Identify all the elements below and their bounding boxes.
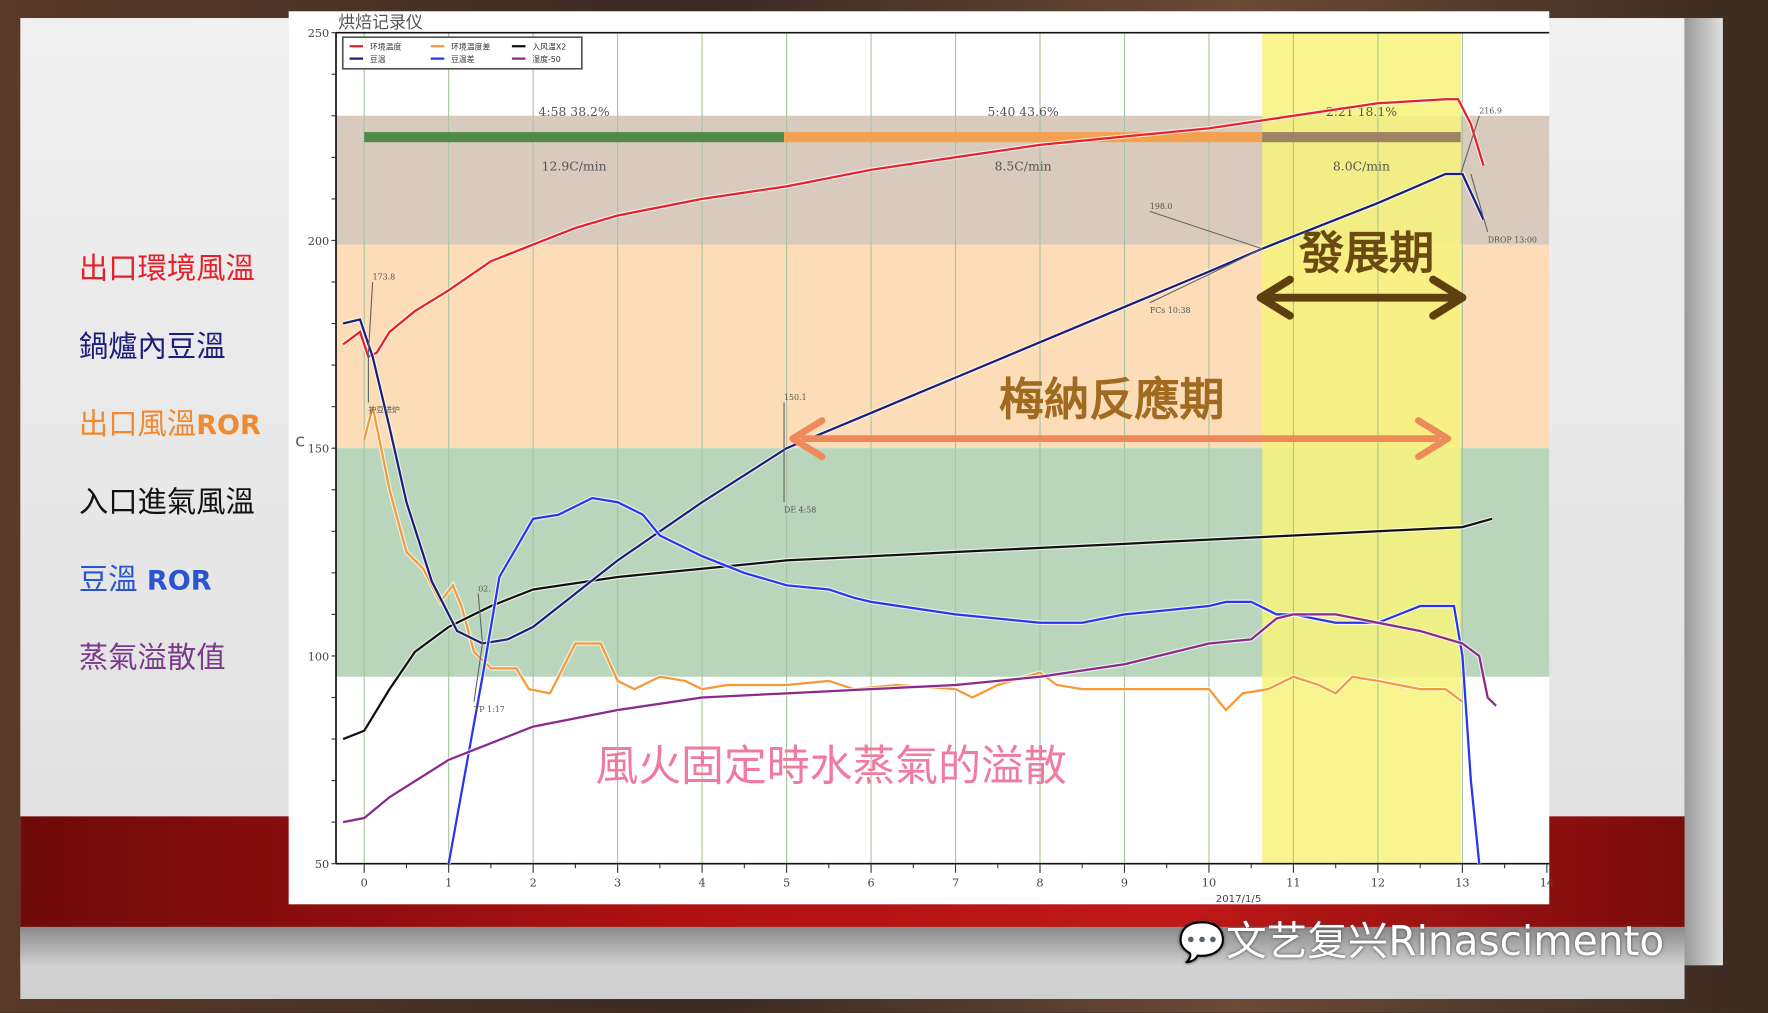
chart-title: 烘焙记录仪: [338, 12, 423, 32]
legend-entry: 环境温度差: [451, 42, 490, 52]
legend-box: [341, 36, 583, 70]
right-bar: [1684, 18, 1723, 966]
side-label-text: 出口風溫: [78, 408, 197, 442]
series-line-3: [342, 172, 1485, 645]
annotation-label: FCs 10:38: [1150, 306, 1191, 315]
annotation-label: 护豆进炉: [368, 405, 400, 415]
x-tick-label: 4: [699, 876, 706, 889]
x-tick-label: 0: [361, 876, 368, 889]
series-line-1: [363, 406, 1464, 712]
maillard-phase-label: 梅納反應期: [999, 374, 1225, 427]
x-tick-label: 3: [614, 876, 621, 889]
side-label-ror: ROR: [196, 409, 261, 441]
legend-entry: 入风温X2: [532, 43, 566, 52]
legend-entry: 湿度-50: [532, 54, 561, 64]
phase-label: 5:40 43.6%: [988, 104, 1059, 119]
y-tick-label: 200: [308, 235, 330, 248]
y-tick-label: 150: [308, 443, 330, 456]
annotation-label: 198.0: [1150, 202, 1173, 211]
series-line-0: [342, 98, 1485, 359]
development-arrow-head-left: [1256, 275, 1294, 320]
side-label: 入口進氣風溫: [79, 479, 255, 521]
legend-entry: 豆温差: [451, 54, 475, 64]
side-label: 出口風溫ROR: [79, 401, 261, 443]
annotation-leader: [367, 281, 374, 353]
annotation-leader: [1149, 210, 1263, 250]
side-label-text: 鍋爐內豆溫: [78, 330, 226, 365]
annotation-leader: [1149, 248, 1263, 304]
x-tick-label: 9: [1121, 876, 1128, 889]
steam-label: 風火固定時水蒸氣的溢散: [595, 740, 1067, 791]
grey-band: [20, 926, 1723, 966]
y-tick-label: 50: [315, 858, 329, 871]
series-line-2: [342, 517, 1493, 741]
x-tick-label: 1: [445, 876, 452, 889]
x-tick-label: 6: [867, 876, 874, 889]
annotation-leader: [473, 643, 484, 702]
phase-rate: 12.9C/min: [542, 158, 607, 173]
side-label-text: 豆溫: [78, 563, 147, 598]
y-axis-label: C: [295, 435, 304, 451]
phase-rate: 8.0C/min: [1333, 158, 1390, 173]
watermark: 💬文艺复兴Rinascimento: [1178, 909, 1664, 968]
phase-bar-segment: [1262, 132, 1461, 143]
wechat-icon: 💬: [1178, 920, 1227, 966]
annotation-label: TP 1:17: [474, 705, 505, 714]
side-label-text: 出口環境風溫: [78, 252, 255, 287]
y-tick-label: 100: [308, 650, 330, 663]
annotation-label: DE 4:58: [784, 505, 816, 514]
maillard-arrow-head-right: [1415, 417, 1452, 461]
development-arrow-head-right: [1429, 275, 1467, 320]
side-label: 鍋爐內豆溫: [79, 324, 226, 366]
annotation-leader: [1470, 173, 1489, 233]
side-label: 蒸氣溢散值: [79, 635, 226, 677]
x-axis-label: 2017/1/5: [1216, 894, 1261, 905]
phase-bar-segment: [784, 132, 1263, 143]
legend-entry: 环境温度: [370, 42, 402, 52]
series-line-5: [342, 613, 1497, 824]
x-tick-label: 14: [1540, 876, 1554, 889]
annotation-label: 150.1: [784, 393, 807, 402]
phase-label: 4:58 38.2%: [539, 104, 610, 119]
x-tick-label: 5: [783, 876, 790, 889]
annotation-leader: [1460, 115, 1480, 175]
x-tick-label: 13: [1455, 876, 1469, 889]
side-label-text: 入口進氣風溫: [78, 485, 255, 520]
legend-entry: 豆温: [370, 55, 386, 64]
x-tick-label: 8: [1036, 876, 1043, 889]
phase-rate: 8.5C/min: [995, 158, 1052, 173]
x-tick-label: 11: [1286, 876, 1300, 889]
annotation-label: 02.: [478, 584, 491, 593]
side-label-text: 蒸氣溢散值: [78, 641, 226, 676]
annotation-label: 173.8: [373, 273, 396, 282]
maillard-arrow-head-left: [789, 417, 826, 461]
legend: 环境温度 环境温度差 入风温X2 豆温 豆温差 湿度-50: [341, 36, 583, 70]
x-tick-label: 2: [530, 876, 537, 889]
side-label: 出口環境風溫: [79, 246, 255, 288]
annotation-label: 216.9: [1479, 107, 1502, 116]
x-tick-label: 7: [952, 876, 959, 889]
side-label: 豆溫 ROR: [79, 557, 212, 599]
x-tick-label: 12: [1371, 876, 1385, 889]
annotation-leader: [477, 593, 484, 644]
y-tick-label: 250: [308, 27, 330, 40]
annotation-label: DROP 13:00: [1488, 235, 1537, 244]
phase-bar-segment: [364, 132, 785, 143]
x-tick-label: 10: [1202, 876, 1216, 889]
development-phase-label: 發展期: [1298, 227, 1435, 280]
side-label-ror: ROR: [146, 564, 212, 597]
watermark-text: 文艺复兴Rinascimento: [1226, 918, 1665, 966]
